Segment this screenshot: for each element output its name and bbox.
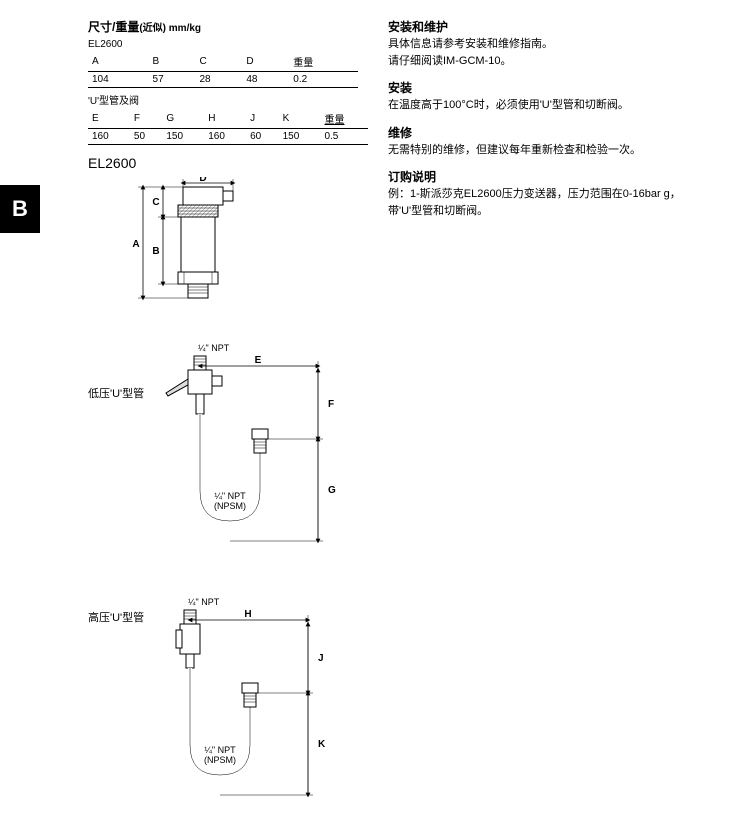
order-p1: 例：1-斯派莎克EL2600压力变送器，压力范围在0-16bar g， (388, 186, 718, 203)
t2-v-g: 150 (162, 129, 204, 145)
dims-heading-note: (近似) mm/kg (139, 23, 201, 34)
dim-h: H (244, 609, 251, 620)
dimensions-table-1: A B C D 重量 104 57 28 48 0.2 (88, 52, 358, 88)
dim-f: F (328, 399, 334, 410)
t2-h-wt: 重量 (320, 109, 368, 129)
install-p: 在温度高于100°C时，必须使用'U'型管和切断阀。 (388, 97, 718, 114)
order-p2: 带'U'型管和切断阀。 (388, 203, 718, 220)
npt-npsm-2a: ¼" NPT (204, 745, 236, 755)
diagram-high-u: ¼" NPT (158, 595, 348, 828)
t2-h-j: J (246, 109, 278, 129)
t1-v-b: 57 (149, 72, 196, 88)
dim-e: E (255, 355, 262, 366)
t2-v-h: 160 (204, 129, 246, 145)
dims-heading-main: 尺寸/重量 (88, 20, 139, 34)
table1-label: EL2600 (88, 39, 368, 50)
npt-npsm-1a: ¼" NPT (214, 491, 246, 501)
t2-v-e: 160 (88, 129, 130, 145)
dim-k: K (318, 739, 326, 750)
install-maint-heading: 安装和维护 (388, 18, 718, 36)
npt-label-1: ¼" NPT (198, 343, 230, 353)
t1-h-wt: 重量 (289, 52, 358, 72)
section-tab: B (0, 185, 40, 233)
t2-v-j: 60 (246, 129, 278, 145)
npt-label-2: ¼" NPT (188, 597, 220, 607)
dim-c: C (152, 197, 159, 208)
left-column: 尺寸/重量(近似) mm/kg EL2600 A B C D 重量 104 57… (88, 18, 368, 828)
t1-v-d: 48 (242, 72, 289, 88)
diagram-el2600-svg: D A B C (88, 177, 288, 317)
t1-v-c: 28 (195, 72, 242, 88)
diagram-low-u-svg: ¼" NPT (158, 341, 348, 571)
t1-v-wt: 0.2 (289, 72, 358, 88)
diagram-high-u-svg: ¼" NPT (158, 595, 348, 825)
install-heading: 安装 (388, 79, 718, 97)
t2-v-k: 150 (279, 129, 321, 145)
t1-h-c: C (195, 52, 242, 72)
maint-heading: 维修 (388, 124, 718, 142)
model-label: EL2600 (88, 155, 368, 171)
t1-h-a: A (88, 52, 149, 72)
dims-heading: 尺寸/重量(近似) mm/kg (88, 18, 368, 35)
npt-npsm-2b: (NPSM) (204, 755, 236, 765)
npt-npsm-1b: (NPSM) (214, 501, 246, 511)
t2-h-g: G (162, 109, 204, 129)
t2-v-wt: 0.5 (320, 129, 368, 145)
dim-d: D (199, 177, 206, 184)
install-maint-p1: 具体信息请参考安装和维修指南。 (388, 36, 718, 53)
dim-j: J (318, 653, 324, 664)
t2-h-f: F (130, 109, 162, 129)
dim-b: B (152, 246, 159, 257)
diagram-el2600: D A B C (88, 177, 368, 320)
t2-h-e: E (88, 109, 130, 129)
t2-h-k: K (279, 109, 321, 129)
diagram-low-u: ¼" NPT (158, 341, 348, 574)
maint-p: 无需特别的维修，但建议每年重新检查和检验一次。 (388, 142, 718, 159)
t1-h-b: B (149, 52, 196, 72)
dim-a: A (132, 239, 139, 250)
order-heading: 订购说明 (388, 168, 718, 186)
t1-v-a: 104 (88, 72, 149, 88)
dimensions-table-2: E F G H J K 重量 160 50 150 160 60 150 0.5 (88, 109, 368, 145)
dim-g: G (328, 485, 336, 496)
install-maint-p2: 请仔细阅读IM-GCM-10。 (388, 53, 718, 70)
t1-h-d: D (242, 52, 289, 72)
high-pressure-label: 高压'U'型管 (88, 609, 158, 625)
low-pressure-label: 低压'U'型管 (88, 385, 158, 401)
table2-label: 'U'型管及阀 (88, 92, 368, 107)
t2-h-h: H (204, 109, 246, 129)
t2-v-f: 50 (130, 129, 162, 145)
right-column: 安装和维护 具体信息请参考安装和维修指南。 请仔细阅读IM-GCM-10。 安装… (388, 18, 718, 229)
